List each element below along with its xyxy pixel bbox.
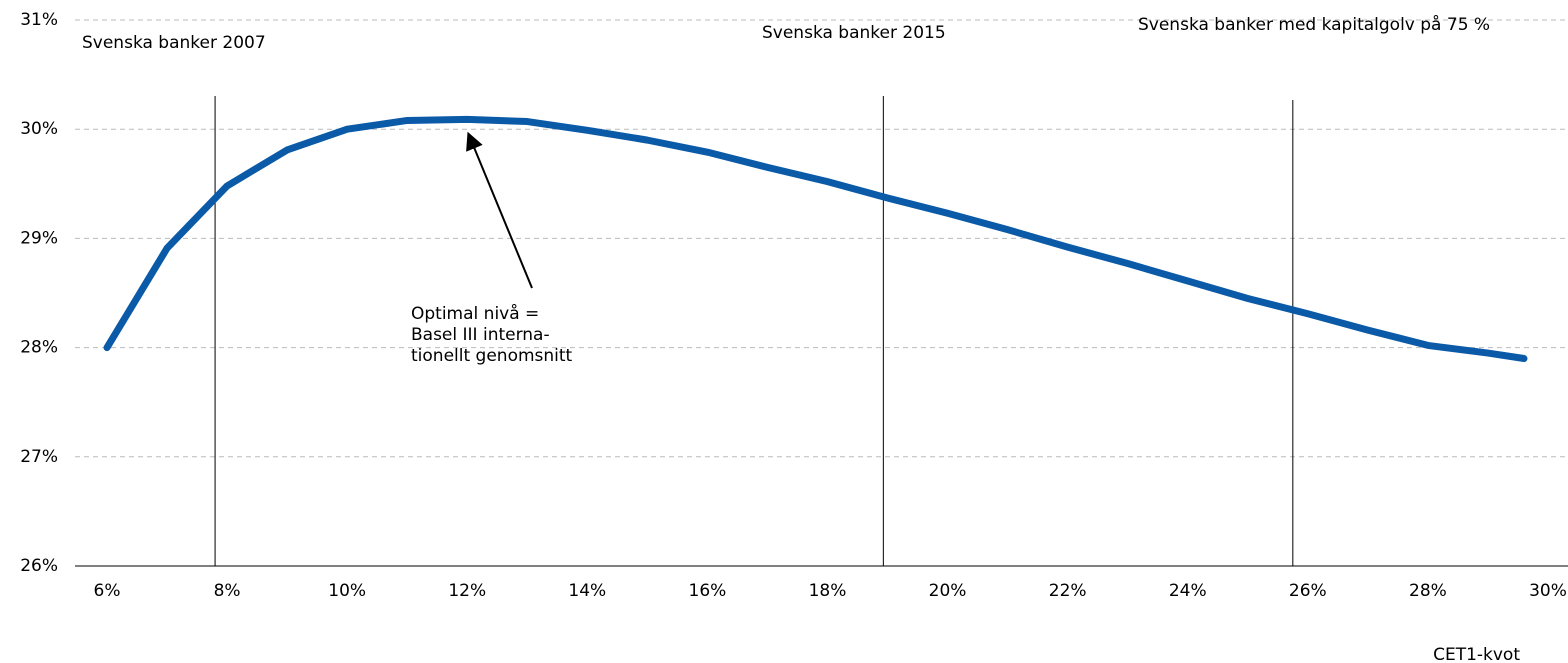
- x-tick-label: 12%: [448, 581, 486, 601]
- x-tick-label: 26%: [1289, 581, 1327, 601]
- marker-label: Svenska banker 2007: [82, 33, 266, 53]
- x-tick-label: 10%: [328, 581, 366, 601]
- annotation-text: Basel III interna-: [411, 325, 550, 345]
- y-tick-label: 29%: [20, 228, 58, 248]
- marker-label: Svenska banker 2015: [762, 23, 946, 43]
- annotation-text: tionellt genomsnitt: [411, 346, 573, 366]
- x-tick-label: 18%: [809, 581, 847, 601]
- marker-label: Svenska banker med kapitalgolv på 75 %: [1138, 14, 1490, 35]
- data-line: [103, 115, 1528, 363]
- x-tick-label: 14%: [568, 581, 606, 601]
- y-tick-label: 26%: [20, 556, 58, 576]
- x-tick-label: 22%: [1049, 581, 1087, 601]
- x-tick-label: 24%: [1169, 581, 1207, 601]
- y-tick-label: 31%: [20, 10, 58, 30]
- x-tick-label: 6%: [94, 581, 121, 601]
- x-axis-label: CET1-kvot: [1433, 645, 1520, 663]
- x-tick-label: 20%: [929, 581, 967, 601]
- x-tick-label: 16%: [689, 581, 727, 601]
- annotation-text: Optimal nivå =: [411, 303, 539, 324]
- y-tick-label: 27%: [20, 447, 58, 467]
- x-tick-label: 30%: [1529, 581, 1567, 601]
- x-tick-label: 8%: [214, 581, 241, 601]
- y-tick-label: 28%: [20, 338, 58, 358]
- annotation-arrow: [466, 131, 533, 289]
- x-tick-label: 28%: [1409, 581, 1447, 601]
- y-tick-label: 30%: [20, 119, 58, 139]
